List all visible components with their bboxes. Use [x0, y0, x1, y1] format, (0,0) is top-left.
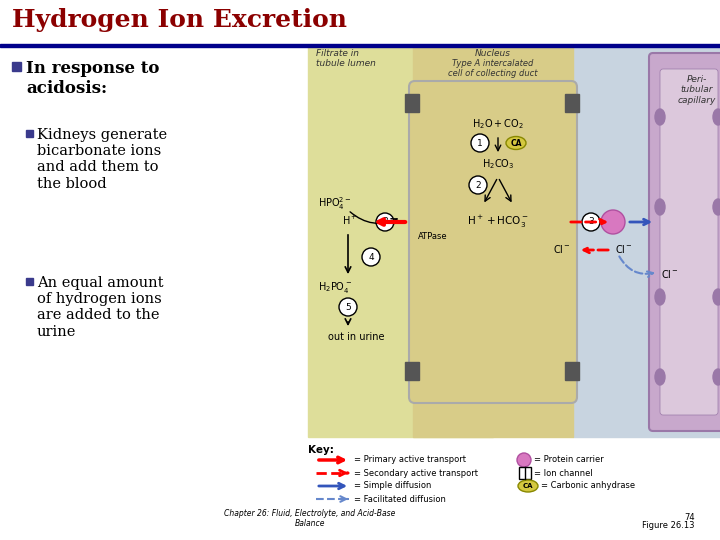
- Bar: [0, 44, 720, 47]
- Circle shape: [517, 453, 531, 467]
- Circle shape: [376, 213, 394, 231]
- Text: Figure 26.13: Figure 26.13: [642, 521, 695, 530]
- Text: = Simple diffusion: = Simple diffusion: [354, 482, 431, 490]
- Text: $\mathsf{Cl^-}$: $\mathsf{Cl^-}$: [553, 243, 571, 255]
- Bar: [12, 62, 21, 71]
- Text: = Primary active transport: = Primary active transport: [354, 456, 466, 464]
- Text: = Protein carrier: = Protein carrier: [534, 456, 604, 464]
- Text: Filtrate in
tubule lumen: Filtrate in tubule lumen: [316, 49, 376, 69]
- Ellipse shape: [655, 289, 665, 305]
- Circle shape: [582, 213, 600, 231]
- Text: Type A intercalated
cell of collecting duct: Type A intercalated cell of collecting d…: [449, 59, 538, 78]
- Ellipse shape: [506, 137, 526, 150]
- Text: Peri-
tubular
capillary: Peri- tubular capillary: [678, 75, 716, 105]
- Text: $\mathsf{H^+ + HCO_3^-}$: $\mathsf{H^+ + HCO_3^-}$: [467, 214, 529, 230]
- Text: out in urine: out in urine: [328, 332, 384, 342]
- FancyBboxPatch shape: [409, 81, 577, 403]
- Text: = Facilitated diffusion: = Facilitated diffusion: [354, 495, 446, 503]
- Text: Hydrogen Ion Excretion: Hydrogen Ion Excretion: [12, 8, 347, 32]
- Text: 5: 5: [345, 302, 351, 312]
- Text: 4: 4: [368, 253, 374, 261]
- Bar: [573, 47, 720, 437]
- Text: $\mathsf{H_2O + CO_2}$: $\mathsf{H_2O + CO_2}$: [472, 117, 524, 131]
- Text: 1: 1: [477, 138, 483, 147]
- Text: 3: 3: [588, 218, 594, 226]
- Text: ATPase: ATPase: [418, 232, 448, 241]
- Ellipse shape: [713, 289, 720, 305]
- Text: 74: 74: [685, 513, 695, 522]
- Bar: [308, 47, 493, 437]
- Bar: [565, 94, 579, 112]
- Text: CA: CA: [523, 483, 534, 489]
- FancyBboxPatch shape: [660, 69, 718, 415]
- Text: $\mathsf{Cl^-}$: $\mathsf{Cl^-}$: [615, 243, 633, 255]
- Text: CA: CA: [510, 138, 522, 147]
- Bar: [405, 94, 419, 112]
- Text: Chapter 26: Fluid, Electrolyte, and Acid-Base
Balance: Chapter 26: Fluid, Electrolyte, and Acid…: [225, 509, 396, 528]
- Text: = Secondary active transport: = Secondary active transport: [354, 469, 478, 477]
- Text: $\mathsf{H^+}$: $\mathsf{H^+}$: [343, 213, 358, 227]
- Ellipse shape: [655, 109, 665, 125]
- Ellipse shape: [518, 480, 538, 492]
- Circle shape: [339, 298, 357, 316]
- Text: Kidneys generate
bicarbonate ions
and add them to
the blood: Kidneys generate bicarbonate ions and ad…: [37, 128, 167, 191]
- Ellipse shape: [655, 369, 665, 385]
- Circle shape: [362, 248, 380, 266]
- Text: = Ion channel: = Ion channel: [534, 469, 593, 477]
- Ellipse shape: [713, 199, 720, 215]
- Text: $\mathsf{H_2PO_4^-}$: $\mathsf{H_2PO_4^-}$: [318, 280, 352, 295]
- Bar: [413, 47, 573, 437]
- Text: $\mathsf{HPO_4^{2-}}$: $\mathsf{HPO_4^{2-}}$: [318, 195, 351, 212]
- Circle shape: [471, 134, 489, 152]
- Circle shape: [601, 210, 625, 234]
- Ellipse shape: [713, 109, 720, 125]
- Ellipse shape: [713, 369, 720, 385]
- Bar: [405, 362, 419, 380]
- Text: $\mathsf{Cl^-}$: $\mathsf{Cl^-}$: [661, 268, 679, 280]
- Text: An equal amount
of hydrogen ions
are added to the
urine: An equal amount of hydrogen ions are add…: [37, 276, 163, 339]
- Text: 3: 3: [382, 218, 388, 226]
- Bar: [26, 130, 33, 137]
- FancyBboxPatch shape: [649, 53, 720, 431]
- Bar: [519, 467, 531, 479]
- Text: In response to
acidosis:: In response to acidosis:: [26, 60, 159, 97]
- Text: 2: 2: [475, 180, 481, 190]
- Text: Nucleus: Nucleus: [475, 49, 511, 58]
- Text: Key:: Key:: [308, 445, 334, 455]
- Bar: [26, 278, 33, 285]
- Text: $\mathsf{H_2CO_3}$: $\mathsf{H_2CO_3}$: [482, 157, 514, 171]
- Text: = Carbonic anhydrase: = Carbonic anhydrase: [541, 482, 635, 490]
- Ellipse shape: [655, 199, 665, 215]
- Circle shape: [469, 176, 487, 194]
- Bar: [565, 362, 579, 380]
